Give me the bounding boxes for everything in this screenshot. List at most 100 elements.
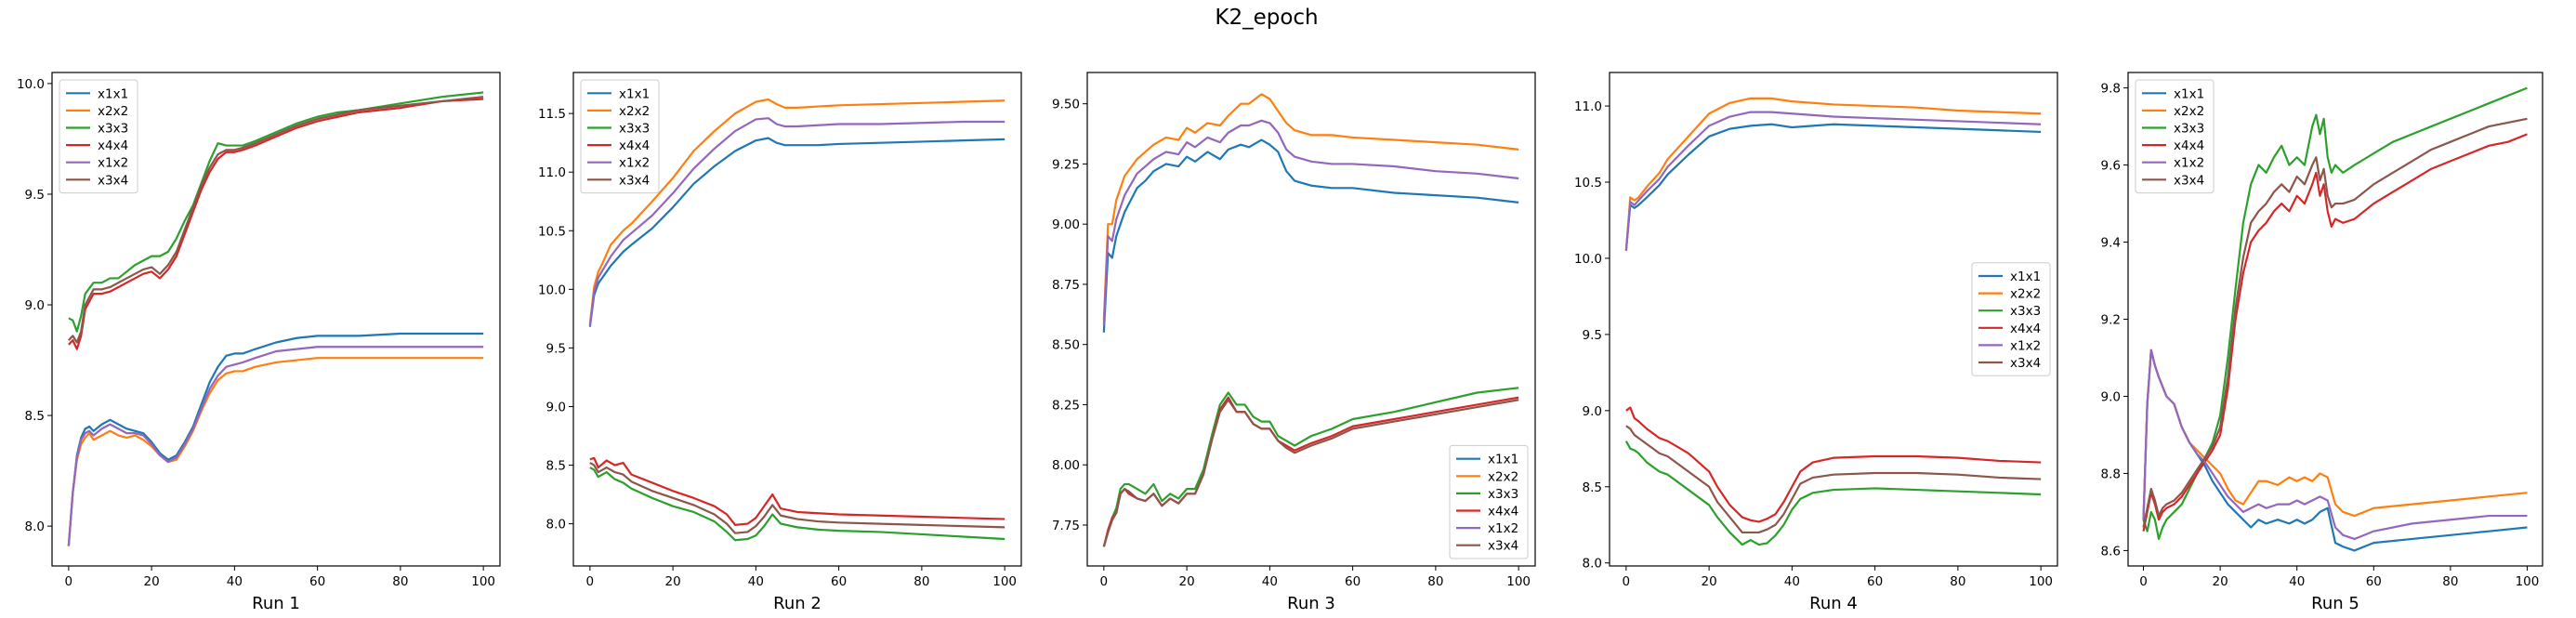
x-tick-label: 80 — [392, 574, 408, 589]
x-axis-label: Run 5 — [2311, 594, 2359, 613]
legend-label-x2x2: x2x2 — [2174, 104, 2204, 119]
y-tick-label: 11.5 — [538, 107, 566, 122]
legend-label-x3x3: x3x3 — [1488, 487, 1518, 502]
x-tick-label: 100 — [992, 574, 1017, 589]
x-tick-label: 40 — [1784, 574, 1800, 589]
figure-title: K2_epoch — [1215, 6, 1318, 30]
legend-label-x3x3: x3x3 — [619, 122, 650, 137]
legend-label-x4x4: x4x4 — [619, 138, 650, 153]
x-tick-label: 20 — [2213, 574, 2228, 589]
y-tick-label: 10.0 — [17, 77, 45, 92]
plot-area — [1102, 93, 1519, 547]
series-line-x2x2 — [588, 98, 1005, 325]
y-tick-label: 9.50 — [1052, 98, 1080, 112]
axes-frame — [1086, 72, 1536, 567]
legend-label-x1x1: x1x1 — [2010, 270, 2041, 284]
axes-frame — [51, 72, 501, 567]
x-tick-label: 0 — [65, 574, 73, 589]
plot-area — [67, 91, 484, 546]
series-line-x3x4 — [1102, 399, 1519, 547]
series-line-x4x4 — [2142, 133, 2528, 532]
x-axis-label: Run 2 — [773, 594, 821, 613]
y-tick-label: 11.0 — [1574, 99, 1602, 114]
y-tick-label: 8.8 — [2101, 467, 2121, 481]
y-tick-label: 9.25 — [1052, 157, 1080, 172]
x-axis-label: Run 4 — [1809, 594, 1858, 613]
legend-label-x1x1: x1x1 — [2174, 86, 2204, 101]
y-tick-label: 8.5 — [25, 409, 45, 424]
y-tick-label: 8.0 — [546, 518, 566, 533]
legend-label-x3x3: x3x3 — [2010, 304, 2041, 319]
series-line-x2x2 — [2142, 348, 2528, 520]
series-line-x1x1 — [588, 137, 1005, 327]
x-tick-label: 40 — [2289, 574, 2305, 589]
series-line-x1x2 — [67, 346, 484, 546]
y-tick-label: 8.0 — [1583, 557, 1602, 572]
y-tick-label: 9.0 — [2101, 389, 2121, 404]
y-tick-label: 10.0 — [538, 283, 566, 297]
series-line-x2x2 — [1102, 93, 1519, 321]
legend-box — [1449, 444, 1529, 559]
x-tick-label: 0 — [1100, 574, 1109, 589]
x-axis-label: Run 3 — [1287, 594, 1335, 613]
x-tick-label: 60 — [831, 574, 847, 589]
legend-label-x3x3: x3x3 — [2174, 122, 2204, 137]
series-line-x3x3 — [68, 91, 484, 333]
y-tick-label: 8.0 — [25, 519, 45, 534]
series-line-x3x4 — [1625, 425, 2042, 534]
legend-label-x3x4: x3x4 — [1488, 539, 1518, 554]
x-tick-label: 40 — [748, 574, 764, 589]
y-tick-label: 9.5 — [546, 341, 566, 356]
axes-frame — [1609, 72, 2058, 567]
y-tick-label: 7.75 — [1052, 519, 1080, 533]
legend-label-x1x1: x1x1 — [98, 86, 128, 101]
x-tick-label: 0 — [586, 574, 595, 589]
series-line-x4x4 — [1625, 406, 2042, 523]
chart-panel-2: 0 20 40 60 80 100 8.0 8.5 9.0 9.5 10.0 10.5 11.0 11.5… — [538, 72, 1022, 613]
series-line-x1x2 — [2142, 348, 2528, 541]
chart-panel-1: 0 20 40 60 80 100 8.0 8.5 9.0 9.5 10.0 Run 1 x1x1 x2x… — [17, 72, 501, 613]
chart-panel-4: 0 20 40 60 80 100 8.0 8.5 9.0 9.5 10.0 10.5 11.0 Run … — [1574, 72, 2058, 613]
legend-label-x3x4: x3x4 — [98, 173, 128, 188]
legend-label-x1x2: x1x2 — [98, 156, 128, 171]
series-line-x2x2 — [1624, 97, 2042, 251]
y-tick-label: 10.5 — [538, 224, 566, 239]
legend-label-x4x4: x4x4 — [2010, 322, 2041, 336]
plot-area — [1624, 97, 2042, 546]
x-tick-label: 80 — [1427, 574, 1443, 589]
x-tick-label: 80 — [2442, 574, 2458, 589]
series-line-x3x3 — [1102, 387, 1519, 547]
x-tick-label: 60 — [2366, 574, 2382, 589]
y-tick-label: 9.6 — [2101, 159, 2121, 174]
y-tick-label: 8.5 — [1583, 480, 1602, 495]
x-tick-label: 100 — [2516, 574, 2540, 589]
y-tick-label: 10.0 — [1574, 252, 1602, 267]
legend-label-x2x2: x2x2 — [2010, 287, 2041, 302]
y-tick-label: 9.5 — [25, 188, 45, 203]
x-tick-label: 80 — [913, 574, 929, 589]
plot-area — [2142, 86, 2528, 552]
series-line-x1x2 — [1624, 111, 2042, 251]
series-line-x1x1 — [2142, 348, 2528, 552]
legend-label-x2x2: x2x2 — [98, 104, 128, 119]
y-tick-label: 9.5 — [1583, 328, 1602, 343]
legend-label-x4x4: x4x4 — [1488, 505, 1518, 519]
series-line-x3x3 — [589, 467, 1005, 542]
y-tick-label: 9.0 — [25, 298, 45, 313]
x-tick-label: 20 — [1702, 574, 1717, 589]
y-tick-label: 9.2 — [2101, 313, 2121, 328]
x-tick-label: 40 — [227, 574, 243, 589]
y-tick-label: 8.5 — [546, 459, 566, 474]
x-tick-label: 80 — [1950, 574, 1965, 589]
x-tick-label: 60 — [1345, 574, 1360, 589]
series-line-x3x4 — [68, 96, 484, 344]
x-tick-label: 20 — [1179, 574, 1195, 589]
x-tick-label: 100 — [2029, 574, 2053, 589]
x-tick-label: 40 — [1262, 574, 1278, 589]
legend-label-x1x2: x1x2 — [2010, 338, 2041, 353]
x-axis-label: Run 1 — [252, 594, 300, 613]
chart-panel-3: 0 20 40 60 80 100 7.75 8.00 8.25 8.50 8.75 9.00 9.25… — [1052, 72, 1536, 613]
legend-label-x4x4: x4x4 — [98, 138, 128, 153]
